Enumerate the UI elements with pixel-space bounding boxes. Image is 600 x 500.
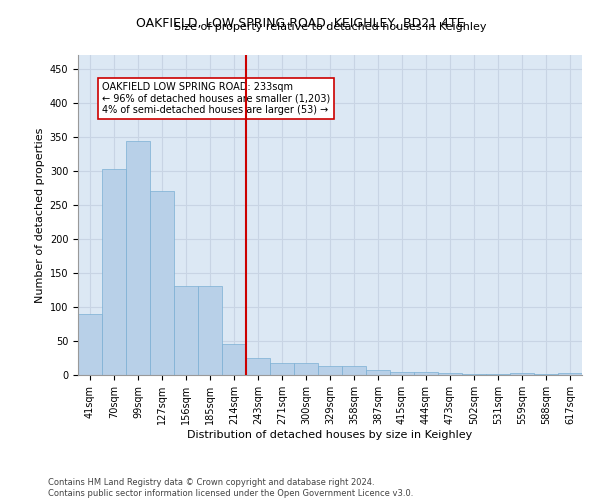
Text: OAKFIELD LOW SPRING ROAD: 233sqm
← 96% of detached houses are smaller (1,203)
4%: OAKFIELD LOW SPRING ROAD: 233sqm ← 96% o… bbox=[102, 82, 330, 116]
Bar bbox=[462, 374, 486, 375]
Bar bbox=[198, 286, 222, 375]
Bar bbox=[414, 372, 438, 375]
Bar bbox=[294, 362, 318, 375]
Y-axis label: Number of detached properties: Number of detached properties bbox=[35, 128, 46, 302]
Text: Contains HM Land Registry data © Crown copyright and database right 2024.
Contai: Contains HM Land Registry data © Crown c… bbox=[48, 478, 413, 498]
Bar bbox=[246, 358, 270, 375]
Bar bbox=[342, 366, 366, 375]
Bar bbox=[102, 170, 126, 375]
Text: OAKFIELD, LOW SPRING ROAD, KEIGHLEY, BD21 4TE: OAKFIELD, LOW SPRING ROAD, KEIGHLEY, BD2… bbox=[136, 18, 464, 30]
Bar bbox=[390, 372, 414, 375]
Bar bbox=[78, 314, 102, 375]
Bar bbox=[534, 374, 558, 375]
Bar bbox=[222, 344, 246, 375]
Bar bbox=[126, 142, 150, 375]
Bar bbox=[318, 366, 342, 375]
Bar bbox=[366, 370, 390, 375]
Bar bbox=[558, 373, 582, 375]
Title: Size of property relative to detached houses in Keighley: Size of property relative to detached ho… bbox=[174, 22, 486, 32]
Bar bbox=[486, 374, 510, 375]
Bar bbox=[174, 286, 198, 375]
Bar bbox=[510, 373, 534, 375]
X-axis label: Distribution of detached houses by size in Keighley: Distribution of detached houses by size … bbox=[187, 430, 473, 440]
Bar bbox=[150, 191, 174, 375]
Bar bbox=[270, 362, 294, 375]
Bar bbox=[438, 373, 462, 375]
